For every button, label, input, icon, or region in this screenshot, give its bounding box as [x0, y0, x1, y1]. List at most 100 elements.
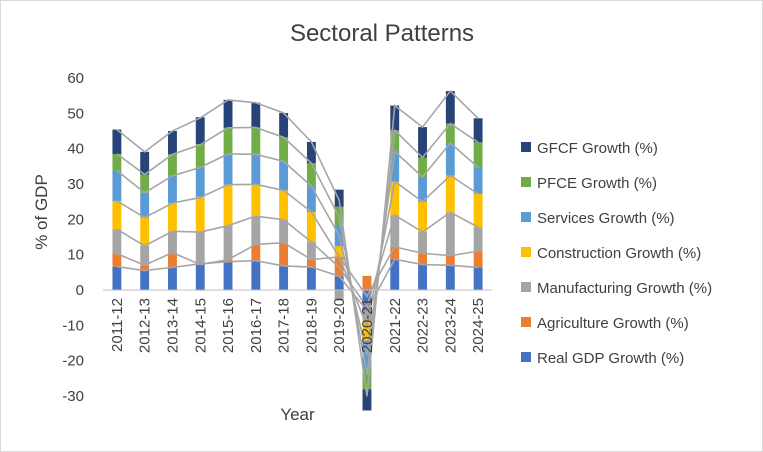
- bar-segment: [445, 175, 455, 213]
- bar-segment: [140, 265, 150, 271]
- bar-segment: [306, 186, 316, 212]
- legend-entry: Services Growth (%): [537, 210, 675, 227]
- legend-entry: Manufacturing Growth (%): [537, 280, 712, 297]
- bar-segment: [306, 259, 316, 268]
- y-tick-label: -20: [62, 353, 84, 370]
- bar-segment: [306, 141, 316, 164]
- bar-segment: [473, 118, 483, 143]
- legend-entry: Agriculture Growth (%): [537, 315, 689, 332]
- bar-segment: [334, 189, 344, 207]
- bar-segment: [473, 193, 483, 228]
- bar-segment: [445, 212, 455, 256]
- bar-segment: [223, 259, 233, 262]
- y-tick-label: 10: [67, 247, 84, 264]
- bar-segment: [334, 246, 344, 257]
- bar-segment: [334, 276, 344, 290]
- bar-segment: [279, 219, 289, 243]
- bar-segment: [195, 196, 205, 232]
- x-tick-label: 2015-16: [220, 298, 237, 353]
- bar-segment: [362, 368, 372, 390]
- bar-segment: [251, 260, 261, 290]
- bar-segment: [195, 144, 205, 167]
- bar-segment: [112, 153, 122, 171]
- x-tick-label: 2016-17: [248, 298, 265, 353]
- bar-segment: [251, 102, 261, 128]
- x-tick-label: 2024-25: [470, 298, 487, 353]
- bar-segment: [445, 91, 455, 124]
- bar-segment: [140, 174, 150, 193]
- bar-segment: [390, 151, 400, 182]
- bar-segment: [390, 215, 400, 247]
- bar-segment: [223, 261, 233, 290]
- bar-segment: [306, 241, 316, 260]
- bar-segment: [140, 270, 150, 290]
- bar-segment: [473, 227, 483, 252]
- bar-segment: [473, 142, 483, 168]
- x-tick-label: 2020-21: [359, 298, 376, 353]
- bar-segment: [223, 153, 233, 185]
- bar-segment: [279, 161, 289, 191]
- bar-segment: [473, 251, 483, 268]
- x-tick-label: 2022-23: [415, 298, 432, 353]
- bar-segment: [112, 253, 122, 267]
- x-tick-label: 2017-18: [276, 298, 293, 353]
- series-connector-line: [116, 241, 479, 298]
- bar-segment: [195, 231, 205, 264]
- bar-segment: [168, 231, 177, 253]
- x-tick-label: 2023-24: [442, 298, 459, 353]
- bar-segment: [251, 154, 261, 185]
- bar-segment: [390, 246, 400, 260]
- bar-segment: [140, 245, 150, 266]
- bar-segment: [390, 130, 400, 152]
- bar-segment: [418, 264, 427, 290]
- series-connector-line: [116, 258, 479, 312]
- bar-segment: [112, 129, 122, 154]
- bar-segment: [306, 163, 316, 187]
- y-axis-title: % of GDP: [32, 174, 51, 250]
- bar-segment: [473, 167, 483, 194]
- bar-segment: [473, 267, 483, 290]
- bar-segment: [306, 211, 316, 242]
- bar-segment: [418, 157, 427, 177]
- y-tick-label: -10: [62, 317, 84, 334]
- bar-segment: [306, 267, 316, 290]
- bar-segment: [279, 265, 289, 290]
- legend-entry: GFCF Growth (%): [537, 140, 658, 157]
- bar-segment: [445, 255, 455, 266]
- legend-swatch: [521, 212, 531, 222]
- bar-segment: [223, 225, 233, 260]
- bar-segment: [362, 310, 372, 322]
- bar-segment: [112, 266, 122, 290]
- legend-entry: PFCE Growth (%): [537, 175, 657, 192]
- bar-segment: [168, 175, 177, 204]
- legend-entry: Construction Growth (%): [537, 245, 701, 262]
- bar-segment: [418, 176, 427, 202]
- legend-swatch: [521, 317, 531, 327]
- bar-segment: [223, 99, 233, 128]
- bar-segment: [223, 184, 233, 226]
- series-connector-line: [116, 211, 479, 309]
- bar-segment: [445, 143, 455, 176]
- legend-swatch: [521, 177, 531, 187]
- series-connector-line: [116, 122, 479, 376]
- x-tick-label: 2012-13: [137, 298, 154, 353]
- x-tick-label: 2014-15: [192, 298, 209, 353]
- bar-segment: [168, 131, 177, 155]
- y-tick-label: 0: [76, 282, 84, 299]
- bar-segment: [195, 263, 205, 290]
- bar-segment: [251, 127, 261, 155]
- y-tick-label: 60: [67, 70, 84, 87]
- bar-segment: [168, 267, 177, 290]
- bar-segment: [223, 127, 233, 154]
- bar-segment: [445, 265, 455, 290]
- y-tick-label: -30: [62, 388, 84, 405]
- legend-swatch: [521, 247, 531, 257]
- x-axis-title: Year: [280, 405, 315, 424]
- bar-segment: [390, 181, 400, 216]
- bar-segment: [112, 170, 122, 201]
- bar-segment: [362, 321, 372, 341]
- series-connector-line: [116, 174, 479, 330]
- bar-segment: [251, 244, 261, 261]
- bar-segment: [168, 203, 177, 232]
